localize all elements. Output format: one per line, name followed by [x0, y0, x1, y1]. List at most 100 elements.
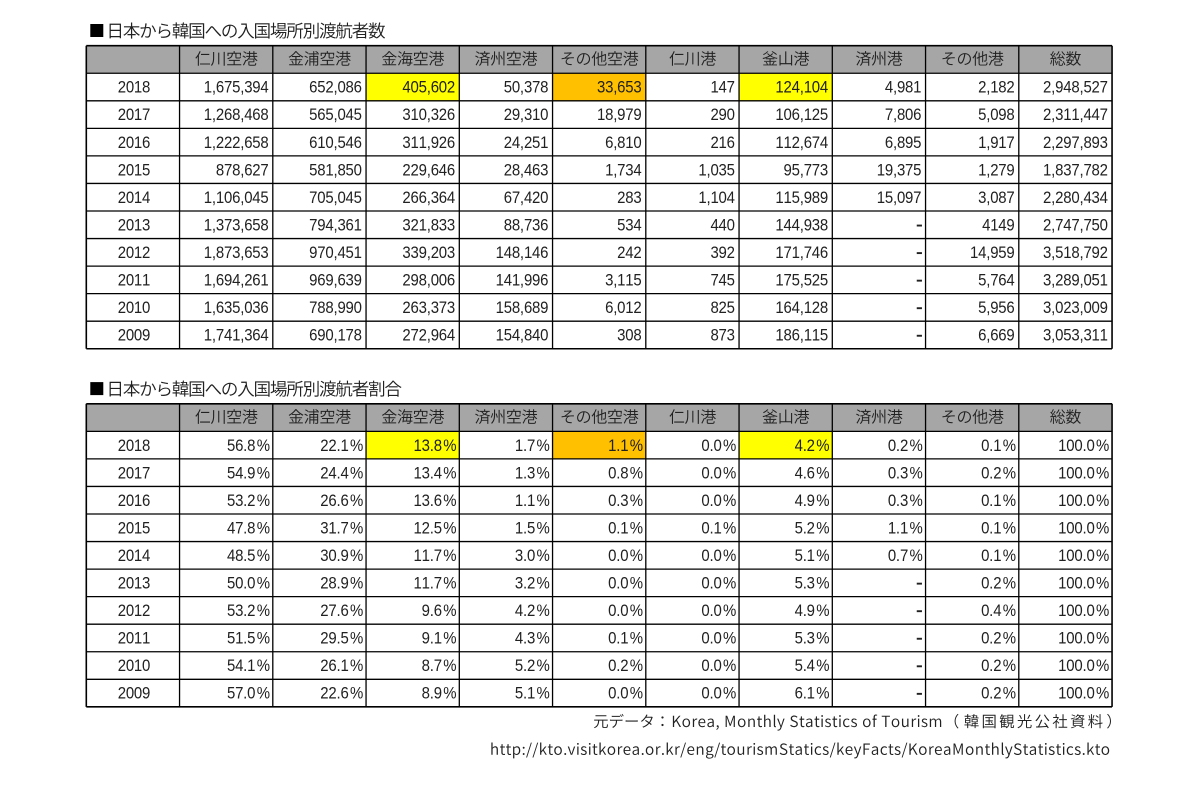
svg-text:1,734: 1,734 — [605, 162, 642, 180]
svg-text:54.1%: 54.1% — [227, 657, 270, 675]
svg-text:19,375: 19,375 — [877, 162, 922, 180]
svg-text:0.7%: 0.7% — [888, 547, 923, 565]
svg-text:581,850: 581,850 — [309, 162, 362, 180]
svg-text:229,646: 229,646 — [402, 162, 455, 180]
svg-text:873: 873 — [710, 327, 735, 345]
svg-text:24.4%: 24.4% — [320, 465, 363, 483]
svg-text:5.1%: 5.1% — [515, 685, 550, 703]
svg-text:1,873,653: 1,873,653 — [204, 244, 269, 262]
svg-text:788,990: 788,990 — [309, 299, 362, 317]
svg-text:2009: 2009 — [118, 685, 151, 703]
svg-text:154,840: 154,840 — [496, 327, 549, 345]
svg-text:2010: 2010 — [118, 299, 151, 317]
svg-text:0.8%: 0.8% — [608, 465, 643, 483]
svg-text:1.1%: 1.1% — [608, 437, 643, 455]
svg-text:1.7%: 1.7% — [515, 437, 550, 455]
svg-text:6.1%: 6.1% — [795, 685, 830, 703]
svg-text:2011: 2011 — [118, 272, 151, 290]
svg-text:67,420: 67,420 — [504, 189, 549, 207]
svg-text:0.2%: 0.2% — [981, 685, 1016, 703]
svg-text:54.9%: 54.9% — [227, 465, 270, 483]
svg-text:0.1%: 0.1% — [981, 437, 1016, 455]
svg-text:4.2%: 4.2% — [795, 437, 830, 455]
svg-text:141,996: 141,996 — [496, 272, 549, 290]
svg-text:4.3%: 4.3% — [515, 630, 550, 648]
svg-text:440: 440 — [710, 217, 735, 235]
svg-text:969,639: 969,639 — [309, 272, 362, 290]
svg-text:4149: 4149 — [982, 217, 1015, 235]
svg-text:5,098: 5,098 — [978, 106, 1015, 124]
svg-text:321,833: 321,833 — [402, 217, 455, 235]
svg-text:5.3%: 5.3% — [795, 630, 830, 648]
svg-text:15,097: 15,097 — [877, 189, 922, 207]
svg-text:1,837,782: 1,837,782 — [1043, 162, 1108, 180]
svg-text:33,653: 33,653 — [597, 79, 642, 97]
svg-text:745: 745 — [710, 272, 735, 290]
svg-text:28.9%: 28.9% — [320, 575, 363, 593]
svg-text:0.2%: 0.2% — [888, 437, 923, 455]
svg-text:50,378: 50,378 — [504, 79, 549, 97]
svg-text:298,006: 298,006 — [402, 272, 455, 290]
svg-text:100.0%: 100.0% — [1058, 685, 1109, 703]
svg-text:1.1%: 1.1% — [515, 492, 550, 510]
svg-text:2012: 2012 — [118, 602, 151, 620]
svg-text:0.0%: 0.0% — [701, 657, 736, 675]
svg-text:5,956: 5,956 — [978, 299, 1015, 317]
svg-text:106,125: 106,125 — [775, 106, 828, 124]
svg-text:6,810: 6,810 — [605, 134, 642, 152]
svg-text:100.0%: 100.0% — [1058, 520, 1109, 538]
svg-text:0.0%: 0.0% — [701, 630, 736, 648]
svg-text:0.4%: 0.4% — [981, 602, 1016, 620]
svg-text:0.3%: 0.3% — [888, 465, 923, 483]
svg-text:0.3%: 0.3% — [888, 492, 923, 510]
svg-text:18,979: 18,979 — [597, 106, 642, 124]
svg-text:242: 242 — [617, 244, 642, 262]
svg-text:4.6%: 4.6% — [795, 465, 830, 483]
svg-text:1,694,261: 1,694,261 — [204, 272, 269, 290]
svg-text:2,311,447: 2,311,447 — [1043, 106, 1108, 124]
svg-text:216: 216 — [710, 134, 735, 152]
svg-text:175,525: 175,525 — [775, 272, 828, 290]
svg-text:1,279: 1,279 — [978, 162, 1015, 180]
svg-text:339,203: 339,203 — [402, 244, 455, 262]
svg-text:28,463: 28,463 — [504, 162, 549, 180]
svg-text:12.5%: 12.5% — [414, 520, 457, 538]
svg-text:112,674: 112,674 — [775, 134, 828, 152]
svg-text:24,251: 24,251 — [504, 134, 549, 152]
svg-text:100.0%: 100.0% — [1058, 575, 1109, 593]
svg-text:2009: 2009 — [118, 327, 151, 345]
svg-text:26.6%: 26.6% — [320, 492, 363, 510]
svg-text:100.0%: 100.0% — [1058, 465, 1109, 483]
svg-text:2,747,750: 2,747,750 — [1043, 217, 1108, 235]
svg-text:2015: 2015 — [118, 162, 151, 180]
svg-text:878,627: 878,627 — [216, 162, 269, 180]
svg-text:3,087: 3,087 — [978, 189, 1015, 207]
svg-text:0.0%: 0.0% — [701, 465, 736, 483]
svg-text:6,012: 6,012 — [605, 299, 642, 317]
svg-text:0.1%: 0.1% — [608, 630, 643, 648]
svg-text:1.3%: 1.3% — [515, 465, 550, 483]
svg-text:705,045: 705,045 — [309, 189, 362, 207]
svg-text:13.8%: 13.8% — [414, 437, 457, 455]
svg-text:263,373: 263,373 — [402, 299, 455, 317]
svg-text:4,981: 4,981 — [885, 79, 922, 97]
svg-text:13.6%: 13.6% — [414, 492, 457, 510]
svg-text:1.5%: 1.5% — [515, 520, 550, 538]
svg-text:26.1%: 26.1% — [320, 657, 363, 675]
svg-text:100.0%: 100.0% — [1058, 630, 1109, 648]
svg-text:565,045: 565,045 — [309, 106, 362, 124]
svg-text:56.8%: 56.8% — [227, 437, 270, 455]
svg-text:7,806: 7,806 — [885, 106, 922, 124]
svg-text:2017: 2017 — [118, 106, 151, 124]
svg-text:0.1%: 0.1% — [701, 520, 736, 538]
svg-text:2017: 2017 — [118, 465, 151, 483]
svg-text:8.9%: 8.9% — [422, 685, 457, 703]
svg-text:392: 392 — [710, 244, 735, 262]
svg-text:31.7%: 31.7% — [320, 520, 363, 538]
svg-text:22.6%: 22.6% — [320, 685, 363, 703]
svg-text:11.7%: 11.7% — [414, 547, 457, 565]
svg-text:0.0%: 0.0% — [608, 575, 643, 593]
svg-text:1,104: 1,104 — [698, 189, 735, 207]
svg-text:794,361: 794,361 — [309, 217, 362, 235]
svg-text:5.3%: 5.3% — [795, 575, 830, 593]
